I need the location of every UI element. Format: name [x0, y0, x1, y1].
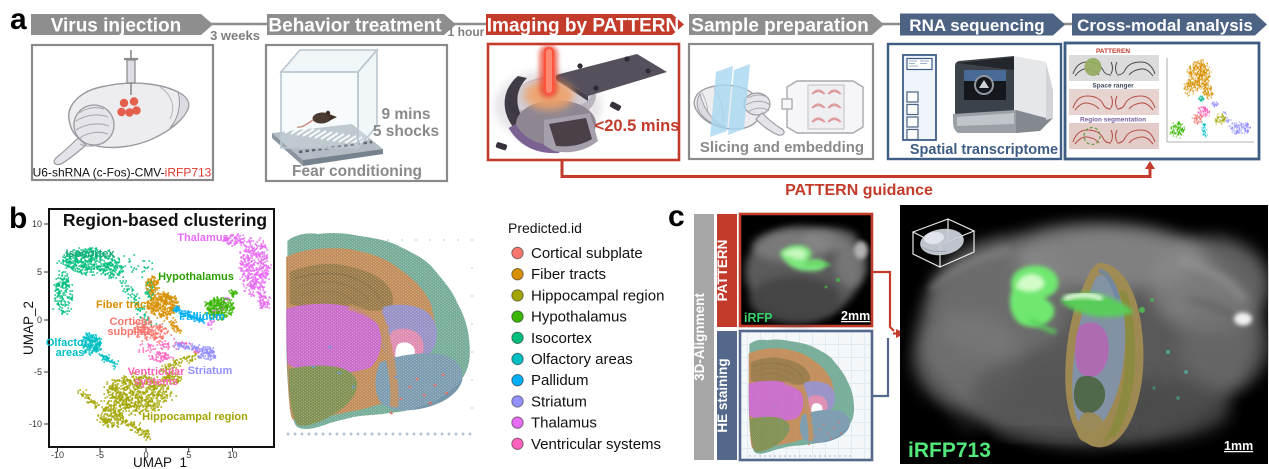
svg-text:Hypothalamus: Hypothalamus	[158, 271, 234, 283]
svg-text:0: 0	[143, 450, 148, 460]
svg-text:Space ranger: Space ranger	[1092, 83, 1134, 90]
svg-text:Striatum: Striatum	[531, 393, 587, 410]
svg-text:1mm: 1mm	[1224, 439, 1253, 453]
svg-text:-5: -5	[96, 450, 104, 460]
svg-text:10: 10	[227, 450, 237, 460]
svg-text:Virus injection: Virus injection	[51, 16, 182, 37]
svg-text:Hippocampal region: Hippocampal region	[531, 287, 664, 304]
svg-text:RNA sequencing: RNA sequencing	[909, 16, 1044, 35]
svg-text:U6-shRNA (c-Fos)-CMV-iRFP713: U6-shRNA (c-Fos)-CMV-iRFP713	[33, 166, 212, 180]
svg-text:Isocortex: Isocortex	[66, 248, 116, 260]
svg-text:Sample preparation: Sample preparation	[691, 16, 868, 37]
svg-text:5: 5	[186, 450, 191, 460]
svg-text:0: 0	[37, 315, 42, 325]
svg-text:5 shocks: 5 shocks	[373, 123, 439, 140]
svg-text:iRFP713: iRFP713	[908, 439, 991, 462]
svg-text:Striatum: Striatum	[188, 365, 233, 377]
svg-text:subplate: subplate	[107, 326, 152, 338]
svg-text:Isocortex: Isocortex	[531, 330, 592, 347]
svg-text:5: 5	[37, 267, 42, 277]
svg-text:systems: systems	[134, 376, 178, 388]
svg-text:PATTERN guidance: PATTERN guidance	[785, 182, 933, 199]
svg-text:Ventricular systems: Ventricular systems	[531, 436, 661, 453]
svg-text:PATTERN: PATTERN	[715, 240, 730, 302]
svg-text:Predicted.id: Predicted.id	[508, 220, 582, 236]
svg-text:Imaging by PATTERN: Imaging by PATTERN	[487, 16, 679, 37]
svg-text:1 hour: 1 hour	[448, 25, 485, 39]
svg-text:Ventricular: Ventricular	[128, 366, 186, 378]
svg-text:2mm: 2mm	[841, 309, 870, 323]
svg-text:b: b	[9, 202, 27, 235]
svg-text:Olfactory: Olfactory	[46, 337, 95, 349]
svg-text:Cross-modal analysis: Cross-modal analysis	[1077, 16, 1253, 35]
svg-text:Olfactory areas: Olfactory areas	[531, 351, 633, 368]
svg-text:iRFP: iRFP	[744, 311, 772, 325]
svg-text:9 mins: 9 mins	[381, 106, 430, 123]
svg-text:-10: -10	[29, 419, 42, 429]
svg-text:Spatial transcriptome: Spatial transcriptome	[910, 142, 1058, 158]
svg-text:a: a	[10, 3, 27, 36]
svg-text:Thalamus: Thalamus	[177, 232, 228, 244]
svg-text:Hypothalamus: Hypothalamus	[531, 309, 627, 326]
svg-text:Fiber tracts: Fiber tracts	[96, 299, 156, 311]
svg-text:3D-Alignment: 3D-Alignment	[692, 293, 707, 381]
svg-text:Pallidum: Pallidum	[179, 311, 225, 323]
svg-text:areas: areas	[56, 347, 85, 359]
svg-text:-10: -10	[51, 450, 64, 460]
svg-text:Thalamus: Thalamus	[531, 415, 597, 432]
svg-text:Behavior treatment: Behavior treatment	[268, 16, 442, 37]
svg-text:UMAP_1: UMAP_1	[133, 455, 187, 469]
svg-text:-5: -5	[34, 367, 42, 377]
svg-text:UMAP_2: UMAP_2	[21, 301, 36, 355]
svg-text:Cortical subplate: Cortical subplate	[531, 245, 643, 262]
svg-text:HE staining: HE staining	[715, 358, 730, 432]
svg-text:c: c	[668, 200, 685, 233]
svg-text:Pallidum: Pallidum	[531, 372, 589, 389]
svg-text:Cortical: Cortical	[110, 316, 151, 328]
svg-text:<20.5 mins: <20.5 mins	[595, 117, 680, 135]
svg-text:3 weeks: 3 weeks	[210, 28, 260, 43]
svg-text:10: 10	[32, 219, 42, 229]
svg-text:Fiber tracts: Fiber tracts	[531, 266, 606, 283]
svg-text:Region-based clustering: Region-based clustering	[63, 210, 267, 230]
svg-text:Hippocampal region: Hippocampal region	[142, 411, 248, 423]
svg-text:Region segmentation: Region segmentation	[1080, 117, 1146, 124]
svg-text:Slicing and embedding: Slicing and embedding	[700, 139, 864, 156]
svg-text:PATTEREN: PATTEREN	[1096, 48, 1130, 55]
svg-text:Fear conditioning: Fear conditioning	[292, 163, 422, 180]
